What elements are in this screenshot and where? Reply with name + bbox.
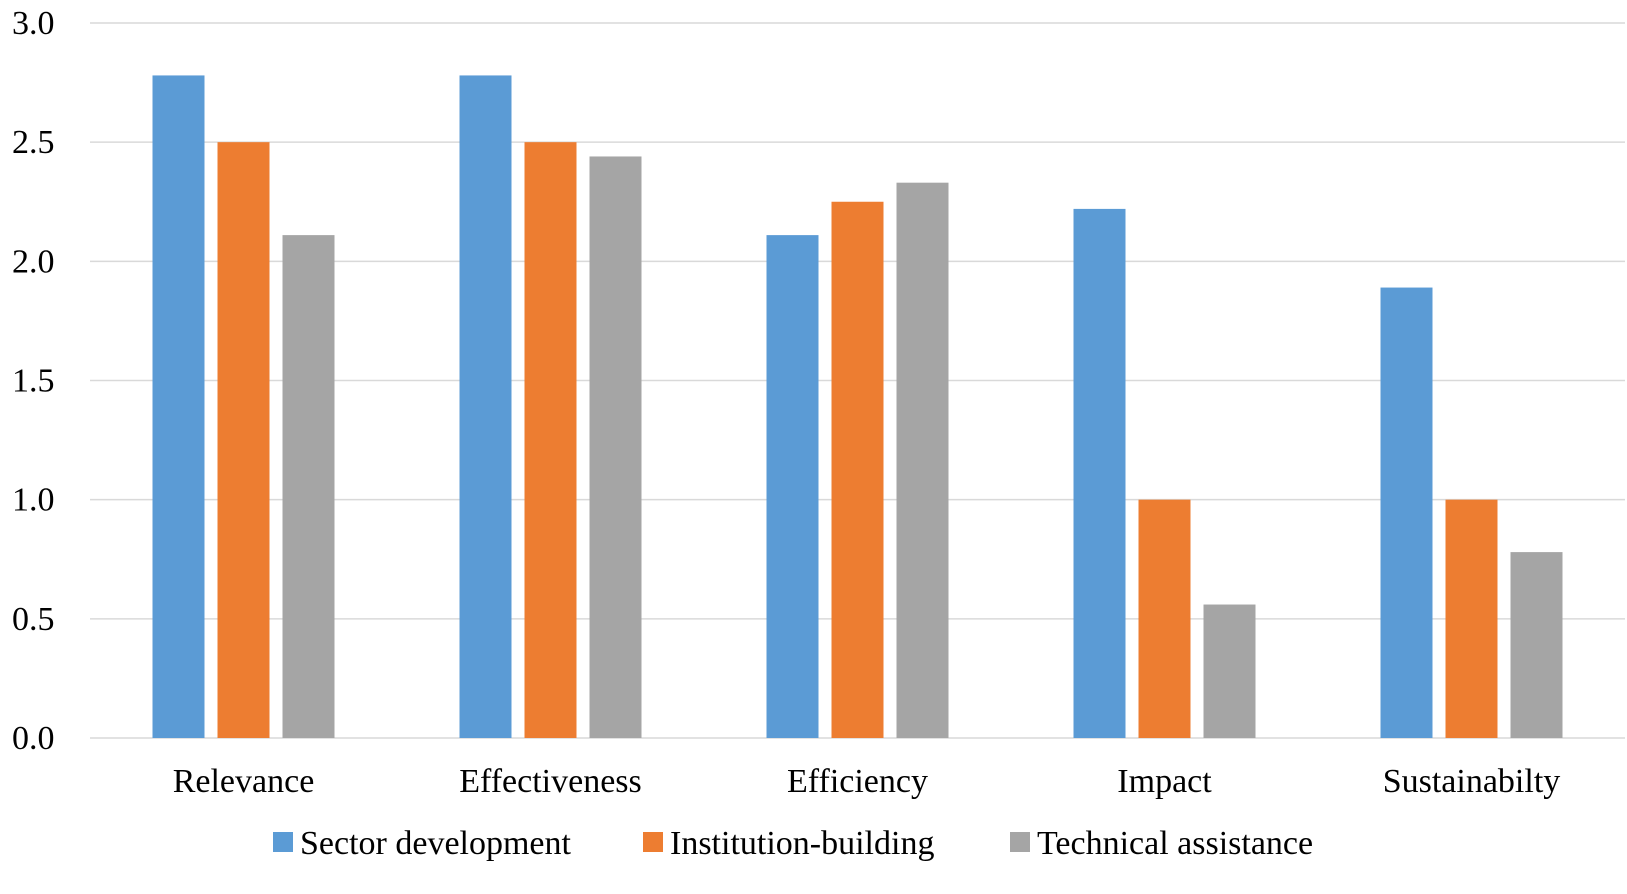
bar-relevance-sector-development xyxy=(152,75,205,738)
y-tick-label: 0.0 xyxy=(12,720,55,757)
x-tick-label: Impact xyxy=(1117,763,1212,800)
bar-efficiency-sector-development xyxy=(766,235,819,738)
x-tick-label: Sustainabilty xyxy=(1383,763,1561,800)
x-tick-label: Efficiency xyxy=(787,763,928,800)
x-tick-label: Effectiveness xyxy=(459,763,642,800)
legend-label: Sector development xyxy=(300,825,572,862)
y-tick-label: 1.0 xyxy=(12,482,55,519)
y-tick-label: 3.0 xyxy=(12,5,55,42)
legend: Sector development Institution-building Te… xyxy=(273,825,1313,862)
bar-efficiency-technical-assistance xyxy=(896,182,949,738)
bar-efficiency-institution-building xyxy=(831,201,884,738)
y-tick-label: 1.5 xyxy=(12,363,55,400)
legend-label: Technical assistance xyxy=(1037,825,1313,862)
bar-relevance-technical-assistance xyxy=(282,235,335,738)
bar-impact-sector-development xyxy=(1073,208,1126,738)
bar-effectiveness-sector-development xyxy=(459,75,512,738)
legend-swatch xyxy=(643,832,663,852)
bar-effectiveness-institution-building xyxy=(524,142,577,738)
y-axis-ticks: 0.0 0.5 1.0 1.5 2.0 2.5 3.0 xyxy=(12,5,55,757)
y-tick-label: 2.5 xyxy=(12,124,55,161)
bar-relevance-institution-building xyxy=(217,142,270,738)
legend-swatch xyxy=(273,832,293,852)
bar-sustainabilty-institution-building xyxy=(1445,499,1498,738)
bars xyxy=(152,75,1563,738)
y-tick-label: 2.0 xyxy=(12,243,55,280)
x-axis-ticks: Relevance Effectiveness Efficiency Impact Su… xyxy=(173,763,1561,800)
legend-swatch xyxy=(1010,832,1030,852)
bar-impact-technical-assistance xyxy=(1203,604,1256,738)
y-tick-label: 0.5 xyxy=(12,601,55,638)
x-tick-label: Relevance xyxy=(173,763,315,800)
bar-sustainabilty-technical-assistance xyxy=(1510,552,1563,738)
bar-effectiveness-technical-assistance xyxy=(589,156,642,738)
bar-impact-institution-building xyxy=(1138,499,1191,738)
bar-sustainabilty-sector-development xyxy=(1380,287,1433,738)
legend-label: Institution-building xyxy=(670,825,934,862)
